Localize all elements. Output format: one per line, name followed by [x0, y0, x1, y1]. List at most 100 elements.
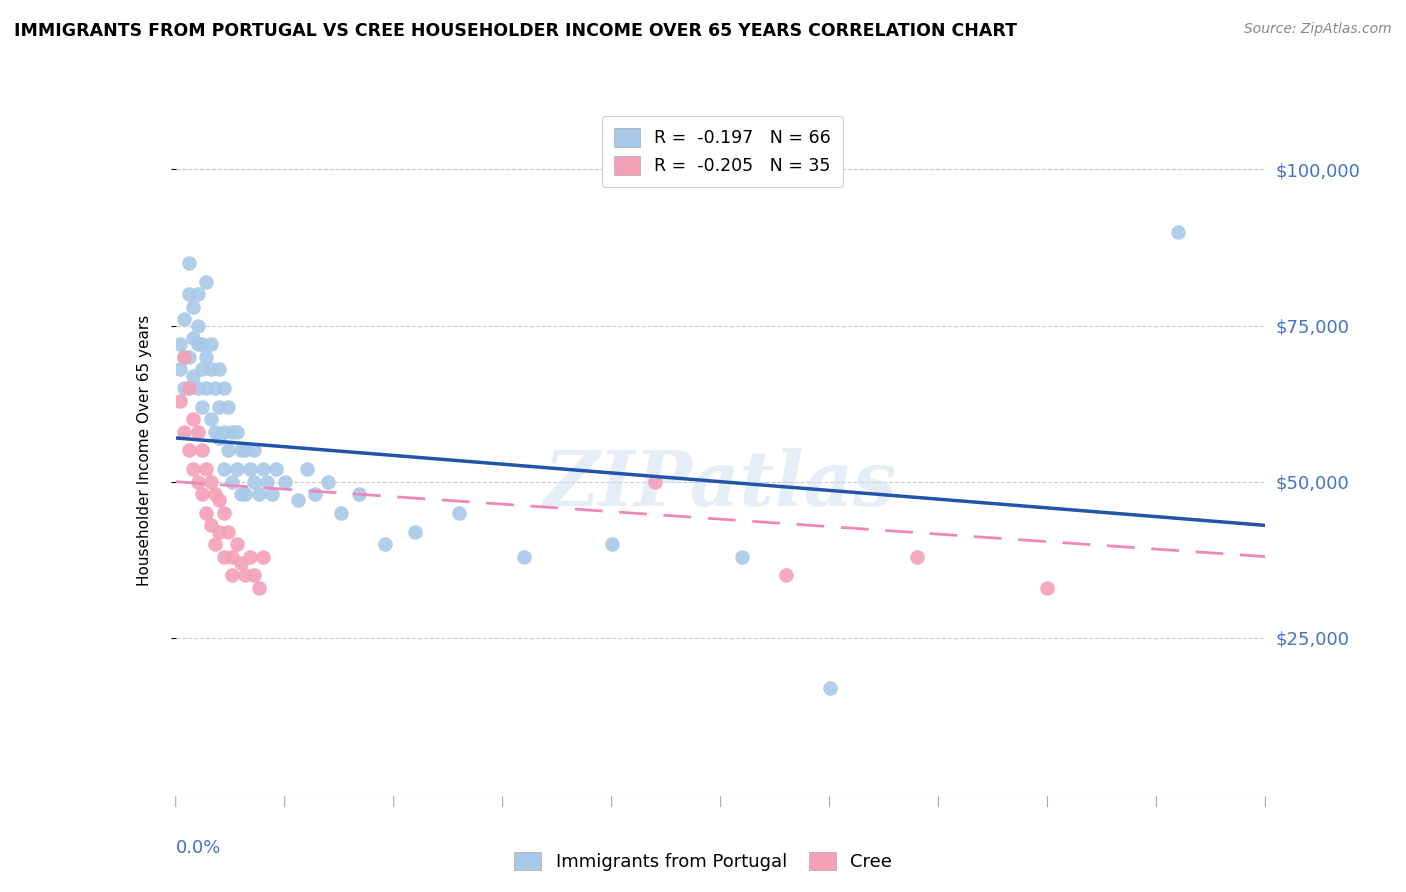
Point	[212, 506, 235, 520]
Point	[221, 475, 243, 489]
Point	[225, 537, 247, 551]
Point	[191, 362, 214, 376]
Point	[1167, 225, 1189, 239]
Point	[195, 506, 218, 520]
Point	[221, 425, 243, 439]
Point	[212, 381, 235, 395]
Point	[173, 425, 195, 439]
Point	[330, 506, 353, 520]
Point	[217, 443, 239, 458]
Text: IMMIGRANTS FROM PORTUGAL VS CREE HOUSEHOLDER INCOME OVER 65 YEARS CORRELATION CH: IMMIGRANTS FROM PORTUGAL VS CREE HOUSEHO…	[14, 22, 1017, 40]
Point	[235, 443, 257, 458]
Point	[181, 412, 204, 426]
Legend: Immigrants from Portugal, Cree: Immigrants from Portugal, Cree	[506, 845, 900, 879]
Point	[173, 350, 195, 364]
Point	[252, 549, 274, 564]
Point	[200, 337, 222, 351]
Point	[347, 487, 370, 501]
Point	[195, 275, 218, 289]
Point	[200, 518, 222, 533]
Point	[212, 549, 235, 564]
Point	[191, 400, 214, 414]
Point	[195, 381, 218, 395]
Point	[177, 256, 200, 270]
Text: Source: ZipAtlas.com: Source: ZipAtlas.com	[1244, 22, 1392, 37]
Point	[260, 487, 283, 501]
Point	[191, 487, 214, 501]
Point	[195, 350, 218, 364]
Point	[204, 487, 226, 501]
Point	[191, 337, 214, 351]
Point	[225, 462, 247, 476]
Point	[204, 537, 226, 551]
Point	[208, 524, 231, 539]
Point	[256, 475, 278, 489]
Point	[235, 568, 257, 582]
Point	[208, 400, 231, 414]
Point	[1036, 581, 1059, 595]
Point	[212, 425, 235, 439]
Point	[264, 462, 287, 476]
Point	[195, 462, 218, 476]
Point	[186, 425, 209, 439]
Point	[217, 524, 239, 539]
Point	[225, 425, 247, 439]
Point	[208, 493, 231, 508]
Point	[217, 400, 239, 414]
Point	[231, 556, 253, 570]
Point	[186, 381, 209, 395]
Point	[221, 549, 243, 564]
Point	[173, 312, 195, 326]
Text: 0.0%: 0.0%	[176, 838, 221, 856]
Point	[513, 549, 536, 564]
Point	[243, 568, 266, 582]
Point	[169, 362, 191, 376]
Point	[200, 362, 222, 376]
Point	[177, 350, 200, 364]
Point	[191, 443, 214, 458]
Point	[247, 581, 270, 595]
Point	[274, 475, 297, 489]
Point	[243, 475, 266, 489]
Legend: R =  -0.197   N = 66, R =  -0.205   N = 35: R = -0.197 N = 66, R = -0.205 N = 35	[602, 116, 842, 187]
Point	[208, 362, 231, 376]
Point	[231, 443, 253, 458]
Point	[447, 506, 470, 520]
Point	[304, 487, 326, 501]
Text: ZIPatlas: ZIPatlas	[544, 448, 897, 522]
Point	[186, 475, 209, 489]
Point	[374, 537, 396, 551]
Point	[252, 462, 274, 476]
Point	[239, 462, 262, 476]
Point	[905, 549, 928, 564]
Point	[295, 462, 318, 476]
Point	[212, 462, 235, 476]
Point	[221, 568, 243, 582]
Point	[235, 487, 257, 501]
Point	[181, 300, 204, 314]
Point	[247, 487, 270, 501]
Point	[186, 337, 209, 351]
Point	[600, 537, 623, 551]
Point	[731, 549, 754, 564]
Point	[243, 443, 266, 458]
Point	[173, 381, 195, 395]
Point	[644, 475, 666, 489]
Point	[177, 287, 200, 301]
Point	[169, 337, 191, 351]
Point	[181, 368, 204, 383]
Point	[169, 393, 191, 408]
Point	[177, 381, 200, 395]
Point	[204, 425, 226, 439]
Point	[200, 475, 222, 489]
Point	[173, 350, 195, 364]
Point	[204, 381, 226, 395]
Point	[208, 431, 231, 445]
Point	[186, 287, 209, 301]
Point	[239, 549, 262, 564]
Point	[186, 318, 209, 333]
Point	[231, 487, 253, 501]
Point	[181, 462, 204, 476]
Point	[200, 412, 222, 426]
Point	[318, 475, 340, 489]
